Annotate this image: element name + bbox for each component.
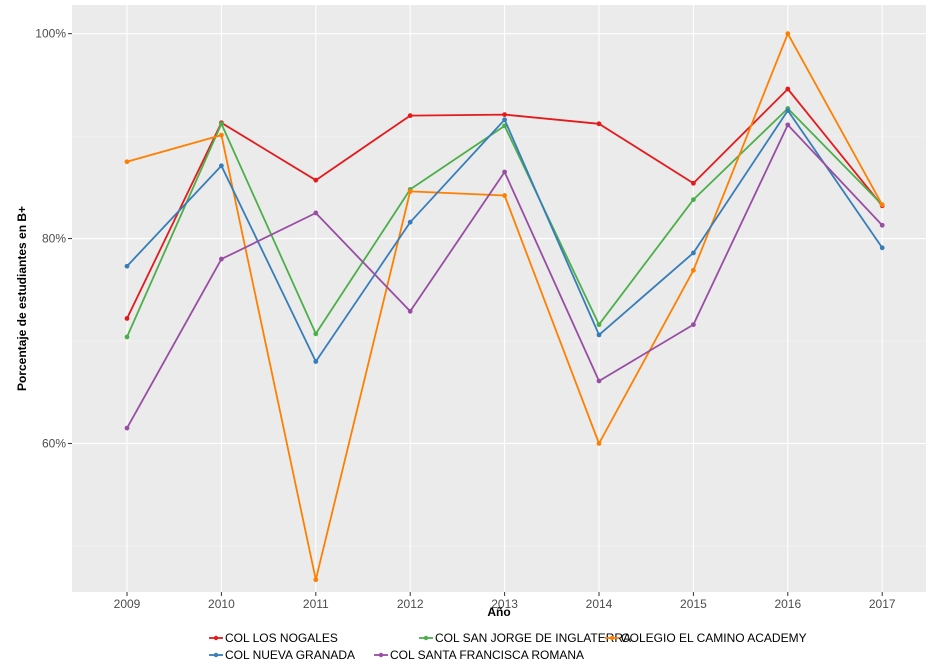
data-point xyxy=(219,121,224,127)
data-point xyxy=(691,197,696,203)
legend-key-point xyxy=(213,635,219,641)
data-point xyxy=(502,123,507,129)
data-point xyxy=(879,202,885,208)
data-point xyxy=(596,121,602,127)
data-point xyxy=(785,108,791,113)
data-point xyxy=(691,180,696,186)
plot-background xyxy=(72,5,926,592)
legend-item-2: COL SAN JORGE DE INGLATERRA xyxy=(419,631,631,645)
legend-label: COL SANTA FRANCISCA ROMANA xyxy=(390,648,584,662)
data-point xyxy=(879,222,885,228)
axes: 60% 80% 100% 2009 2010 2011 2012 2013 2014 2015 20… xyxy=(35,27,896,611)
y-tick-label: 100% xyxy=(35,27,66,41)
data-point xyxy=(313,577,319,583)
data-point xyxy=(785,86,791,92)
series-3 xyxy=(124,31,885,583)
plot-area xyxy=(72,5,926,592)
x-tick-label: 2012 xyxy=(397,597,424,611)
series-5 xyxy=(124,122,885,431)
x-tick-label: 2009 xyxy=(114,597,141,611)
y-axis-title: Porcentaje de estudiantes en B+ xyxy=(15,206,29,391)
data-point xyxy=(691,267,696,273)
data-point xyxy=(596,378,602,384)
data-point xyxy=(313,331,319,337)
data-point xyxy=(407,219,413,225)
data-point xyxy=(596,322,602,328)
legend-item-3: COLEGIO EL CAMINO ACADEMY xyxy=(605,631,807,645)
data-point xyxy=(502,169,507,175)
legend-item-5: COL SANTA FRANCISCA ROMANA xyxy=(374,648,584,662)
legend-key-point xyxy=(609,635,615,641)
data-point xyxy=(785,31,791,37)
legend-item-1: COL LOS NOGALES xyxy=(209,631,338,645)
legend-label: COL NUEVA GRANADA xyxy=(225,648,355,662)
data-point xyxy=(124,263,130,269)
data-point xyxy=(691,250,696,256)
y-tick-label: 80% xyxy=(42,232,66,246)
data-point xyxy=(785,122,791,128)
data-point xyxy=(502,112,507,118)
data-point xyxy=(124,159,130,165)
data-point xyxy=(691,322,696,328)
legend-key-point xyxy=(423,635,429,641)
x-tick-label: 2014 xyxy=(586,597,613,611)
data-point xyxy=(219,256,224,262)
data-point xyxy=(596,441,602,446)
legend: COL LOS NOGALES COL SAN JORGE DE INGLATER… xyxy=(209,631,807,662)
legend-label: COLEGIO EL CAMINO ACADEMY xyxy=(621,631,807,645)
x-tick-label: 2015 xyxy=(680,597,707,611)
data-point xyxy=(502,117,507,123)
data-point xyxy=(407,308,413,314)
data-point xyxy=(219,132,224,138)
legend-label: COL SAN JORGE DE INGLATERRA xyxy=(435,631,631,645)
legend-label: COL LOS NOGALES xyxy=(225,631,338,645)
data-point xyxy=(596,332,602,338)
x-tick-label: 2017 xyxy=(869,597,896,611)
x-tick-label: 2016 xyxy=(774,597,801,611)
legend-key-point xyxy=(378,652,384,658)
data-point xyxy=(407,113,413,119)
data-point xyxy=(407,189,413,194)
data-point xyxy=(124,334,130,340)
data-point xyxy=(313,359,319,364)
series-4 xyxy=(124,108,885,364)
data-point xyxy=(124,425,130,431)
data-point xyxy=(879,245,885,251)
data-point xyxy=(124,316,130,321)
x-tick-label: 2011 xyxy=(303,597,329,611)
data-point xyxy=(502,193,507,198)
legend-item-4: COL NUEVA GRANADA xyxy=(209,648,355,662)
y-tick-label: 60% xyxy=(42,436,66,450)
data-point xyxy=(313,177,319,183)
x-tick-label: 2013 xyxy=(491,597,518,611)
x-tick-label: 2010 xyxy=(208,597,235,611)
data-point xyxy=(219,163,224,169)
x-axis-title: Año xyxy=(487,605,510,619)
data-point xyxy=(313,210,319,216)
legend-key-point xyxy=(213,652,219,658)
